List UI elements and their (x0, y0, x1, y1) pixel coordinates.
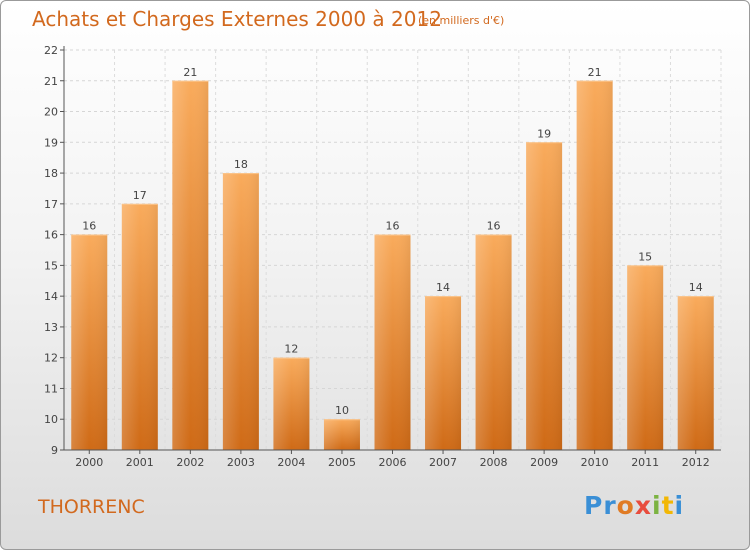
x-tick-label: 2011 (631, 456, 659, 469)
bar-shine (576, 80, 613, 451)
y-tick-label: 17 (44, 198, 58, 211)
bar-value-label: 12 (284, 343, 298, 356)
y-tick-label: 19 (44, 136, 58, 149)
y-tick-label: 18 (44, 167, 58, 180)
bar-shine (222, 173, 259, 451)
x-tick-label: 2007 (429, 456, 457, 469)
x-tick-label: 2010 (581, 456, 609, 469)
logo-letter: t (661, 491, 675, 520)
bar-shine (121, 203, 158, 450)
y-tick-label: 20 (44, 106, 58, 119)
logo-letter: i (651, 491, 662, 520)
x-tick-label: 2002 (176, 456, 204, 469)
x-tick-label: 2003 (227, 456, 255, 469)
bars (71, 80, 714, 451)
y-tick-label: 9 (51, 444, 58, 457)
bar-shine (71, 234, 108, 450)
y-tick-label: 22 (44, 44, 58, 57)
x-tick-label: 2000 (75, 456, 103, 469)
y-tick-label: 15 (44, 259, 58, 272)
x-tick-label: 2006 (379, 456, 407, 469)
x-tick-label: 2009 (530, 456, 558, 469)
tick-labels: 9 10 11 12 13 14 15 16 17 18 19 20 21 22 16 2000 17 2001 2… (44, 44, 710, 469)
x-tick-label: 2012 (682, 456, 710, 469)
chart-unit-label: (en milliers d'€) (418, 14, 505, 27)
logo-letter: Pr (584, 491, 617, 520)
y-tick-label: 14 (44, 290, 58, 303)
x-tick-label: 2005 (328, 456, 356, 469)
logo-letter: i (674, 491, 685, 520)
bar-value-label: 14 (689, 281, 703, 294)
bar-shine (374, 234, 411, 450)
x-tick-label: 2004 (277, 456, 305, 469)
bar-value-label: 16 (82, 220, 96, 233)
logo-letter: o (616, 491, 635, 520)
x-tick-label: 2001 (126, 456, 154, 469)
proxiti-logo: Proxiti (584, 491, 684, 520)
y-tick-label: 12 (44, 352, 58, 365)
y-tick-label: 11 (44, 382, 58, 395)
bar-shine (172, 80, 209, 451)
bar-value-label: 21 (183, 66, 197, 79)
bar-value-label: 15 (638, 250, 652, 263)
bar-value-label: 17 (133, 189, 147, 202)
x-tick-label: 2008 (480, 456, 508, 469)
bar-value-label: 18 (234, 158, 248, 171)
bar-value-label: 10 (335, 404, 349, 417)
bar-value-label: 16 (386, 220, 400, 233)
commune-name: THORRENC (38, 496, 145, 518)
chart-title: Achats et Charges Externes 2000 à 2012 (32, 7, 442, 31)
bar-value-label: 16 (487, 220, 501, 233)
axes (60, 46, 721, 454)
bar-shine (323, 419, 360, 450)
bar-shine (627, 265, 664, 450)
y-tick-label: 16 (44, 229, 58, 242)
bar-value-label: 14 (436, 281, 450, 294)
logo-letter: x (634, 491, 652, 520)
y-tick-label: 13 (44, 321, 58, 334)
y-tick-label: 21 (44, 75, 58, 88)
bar-value-label: 19 (537, 127, 551, 140)
bar-value-label: 21 (588, 66, 602, 79)
bar-shine (475, 234, 512, 450)
bar-shine (425, 296, 462, 450)
bar-shine (273, 357, 310, 450)
bar-shine (526, 142, 563, 451)
y-tick-label: 10 (44, 413, 58, 426)
bar-shine (677, 296, 714, 450)
